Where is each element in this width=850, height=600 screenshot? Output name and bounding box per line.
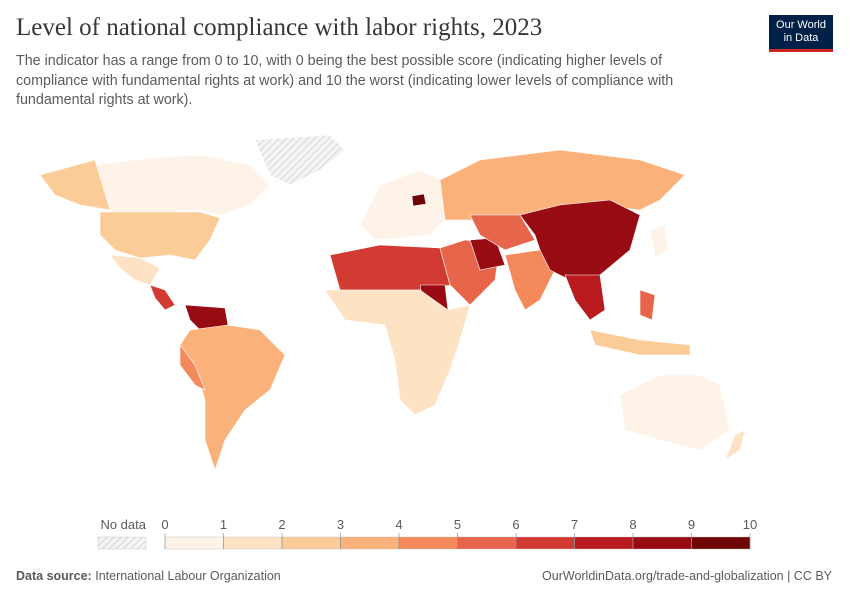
legend-tick-label: 8 [629, 517, 636, 532]
legend-tick-label: 6 [512, 517, 519, 532]
legend-tick-label: 10 [743, 517, 757, 532]
indonesia [589, 329, 691, 356]
japan [649, 224, 669, 259]
legend-tick-label: 5 [454, 517, 461, 532]
legend-bin [632, 536, 692, 550]
subtitle: The indicator has a range from 0 to 10, … [16, 53, 674, 108]
legend-bin [574, 536, 634, 550]
legend-bin [164, 536, 224, 550]
legend-bin [691, 536, 751, 550]
central-asia [469, 214, 536, 251]
canada [94, 154, 271, 216]
legend-tick-label: 3 [337, 517, 344, 532]
url[interactable]: OurWorldinData.org/trade-and-globalizati… [542, 569, 832, 583]
world-map [39, 134, 746, 471]
source: Data source: International Labour Organi… [16, 569, 281, 583]
legend-tick-label: 4 [395, 517, 402, 532]
legend-bin [281, 536, 341, 550]
source-label: Data source: [16, 569, 92, 583]
central-america [149, 284, 176, 311]
belarus [411, 193, 427, 207]
legend-bin [457, 536, 517, 550]
no-data-label: No data [100, 517, 146, 532]
south-america [179, 324, 286, 471]
legend-bin [340, 536, 400, 550]
subsaharan-africa [324, 289, 471, 416]
australia [619, 374, 731, 451]
legend-tick-label: 0 [161, 517, 168, 532]
usa [99, 211, 221, 261]
greenland [254, 134, 346, 186]
legend-tick-label: 1 [220, 517, 227, 532]
source-text: International Labour Organization [95, 569, 281, 583]
southeast-asia [564, 274, 606, 321]
legend-bin [223, 536, 283, 550]
logo-line: Our World [776, 19, 826, 31]
north-africa [329, 244, 451, 291]
europe [359, 169, 446, 241]
mexico [109, 254, 161, 286]
title: Level of national compliance with labor … [16, 14, 543, 41]
no-data-swatch [97, 536, 147, 550]
legend-bin [398, 536, 458, 550]
legend-tick-label: 7 [571, 517, 578, 532]
legend-tick-label: 9 [688, 517, 695, 532]
legend-bin [515, 536, 575, 550]
alaska [39, 159, 111, 211]
legend-tick-label: 2 [278, 517, 285, 532]
peru [179, 344, 206, 391]
philippines [639, 289, 656, 321]
logo-line: in Data [783, 32, 819, 44]
new-zealand [724, 429, 746, 461]
logo[interactable]: Our World in Data [769, 15, 833, 52]
